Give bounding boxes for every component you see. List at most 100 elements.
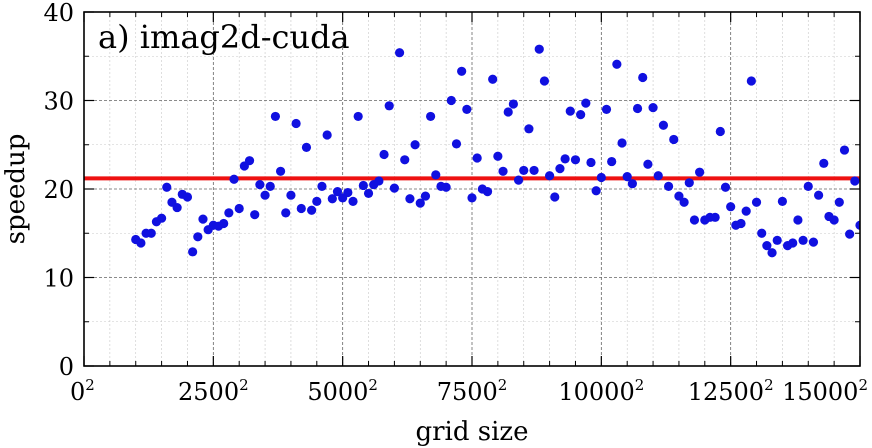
data-point [715,126,725,137]
data-point [198,214,208,224]
data-point [389,183,399,193]
data-point [270,111,281,122]
data-point [850,176,860,186]
data-point [746,76,756,86]
data-point [384,101,394,111]
y-tick-label: 0 [59,353,74,381]
data-point [720,182,731,192]
data-point [394,48,405,58]
data-point [767,248,777,258]
data-point [684,178,694,188]
data-point [570,155,581,165]
x-tick-label: 50002 [307,376,378,406]
data-point [498,166,508,176]
data-point [291,118,301,129]
data-point [596,172,606,183]
data-point [379,149,389,160]
data-point [829,215,839,225]
data-point [534,44,544,54]
data-point [648,102,658,113]
x-tick-label: 150002 [782,376,868,406]
data-point [275,166,286,176]
data-point [431,170,441,180]
data-point [229,174,239,184]
data-point [638,72,648,83]
data-point [188,247,198,257]
data-point [793,215,803,225]
data-point [632,103,643,114]
data-point [658,120,669,130]
data-point [627,179,637,189]
data-point [513,175,524,185]
data-point [482,187,493,197]
data-point [224,208,234,218]
data-point [446,95,456,106]
data-point [374,176,384,186]
data-point [550,192,560,202]
data-point [560,154,570,164]
data-point [343,187,353,198]
data-point [322,130,332,140]
data-point [617,138,627,148]
data-point [296,203,306,214]
data-point [172,202,182,213]
data-point [420,191,431,201]
y-tick-label: 40 [43,0,74,27]
data-point [772,235,782,245]
data-point [757,228,767,238]
x-tick-label: 75002 [437,376,508,406]
data-point [493,151,503,161]
data-point [182,192,193,202]
axis-ticks [83,11,861,367]
data-points [131,44,860,258]
data-point [845,229,855,239]
data-point [669,134,679,145]
data-point [472,153,482,163]
data-point [524,124,534,134]
data-point [808,237,819,247]
y-tick-label: 20 [43,176,74,204]
data-point [819,158,829,168]
data-point [162,182,172,192]
y-tick-labels: 0 10 20 30 40 [43,0,74,381]
data-point [400,155,410,165]
data-point [741,206,751,216]
data-point [327,194,337,204]
data-point [193,232,203,242]
grid-lines [83,11,861,367]
data-point [426,111,436,122]
panel-label: a) imag2d-cuda [98,18,350,56]
data-point [539,76,550,86]
data-point [250,210,260,220]
data-point [332,187,343,197]
y-axis-label: speedup [1,134,31,245]
x-axis-label: grid size [415,417,528,447]
data-point [777,196,788,206]
x-tick-labels: 02 25002 50002 75002 100002 125002 150002 [70,376,868,406]
data-point [301,142,312,153]
data-point [762,241,772,251]
data-point [601,104,612,114]
data-point [689,215,700,225]
data-point [695,167,705,177]
data-point [519,165,529,176]
data-point [317,181,327,191]
data-point [555,164,565,174]
data-point [265,181,275,191]
data-point [834,197,844,207]
data-point [612,59,622,69]
x-tick-label: 125002 [688,376,774,406]
data-point [679,197,689,207]
data-point [136,238,146,248]
data-point [798,235,808,245]
data-point [529,165,539,176]
data-point [462,104,472,114]
data-point [751,197,762,207]
data-point [260,190,270,200]
data-point [503,107,513,117]
data-point [281,208,291,218]
data-point [736,218,746,229]
data-point [219,218,229,229]
data-point [653,171,663,181]
data-point [607,156,617,167]
